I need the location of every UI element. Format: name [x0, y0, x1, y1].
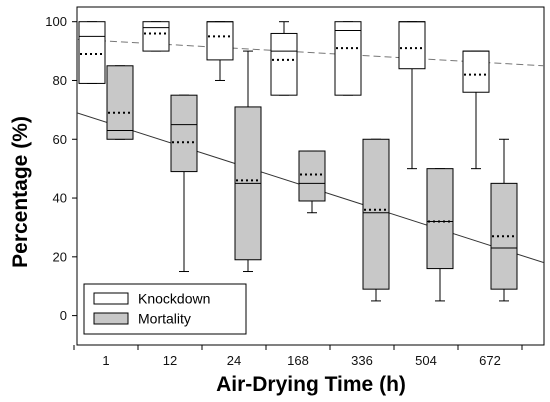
mortality-box: [170, 94, 198, 173]
x-tick-label: 336: [351, 353, 373, 368]
legend-swatch-knockdown: [93, 292, 129, 305]
legend-label-mortality: Mortality: [138, 311, 191, 327]
x-axis-title: Air-Drying Time (h): [216, 373, 406, 396]
knockdown-box: [398, 21, 426, 70]
y-tick-label: 0: [60, 308, 67, 323]
knockdown-box: [462, 50, 490, 93]
knockdown-box: [270, 32, 298, 96]
x-tick-label: 672: [479, 353, 501, 368]
knockdown-box: [78, 21, 106, 84]
mortality-box: [426, 168, 454, 270]
x-tick-label: 1: [102, 353, 109, 368]
y-tick-label: 60: [53, 132, 67, 147]
knockdown-box: [206, 21, 234, 61]
y-tick-label: 20: [53, 249, 67, 264]
mortality-box: [106, 65, 134, 140]
x-tick-label: 168: [287, 353, 309, 368]
y-axis-title: Percentage (%): [9, 116, 32, 268]
x-tick-label: 24: [227, 353, 241, 368]
y-tick-label: 40: [53, 191, 67, 206]
legend-box: [83, 283, 247, 335]
plot-frame: [76, 6, 545, 346]
legend-label-knockdown: Knockdown: [138, 291, 210, 307]
x-tick-label: 12: [163, 353, 177, 368]
y-tick-label: 80: [53, 73, 67, 88]
mortality-box: [362, 138, 390, 290]
legend-swatch-mortality: [93, 312, 129, 325]
y-tick-label: 100: [45, 14, 67, 29]
knockdown-box: [142, 21, 170, 52]
x-tick-label: 504: [415, 353, 437, 368]
knockdown-box: [334, 21, 362, 96]
mortality-box: [298, 150, 326, 202]
